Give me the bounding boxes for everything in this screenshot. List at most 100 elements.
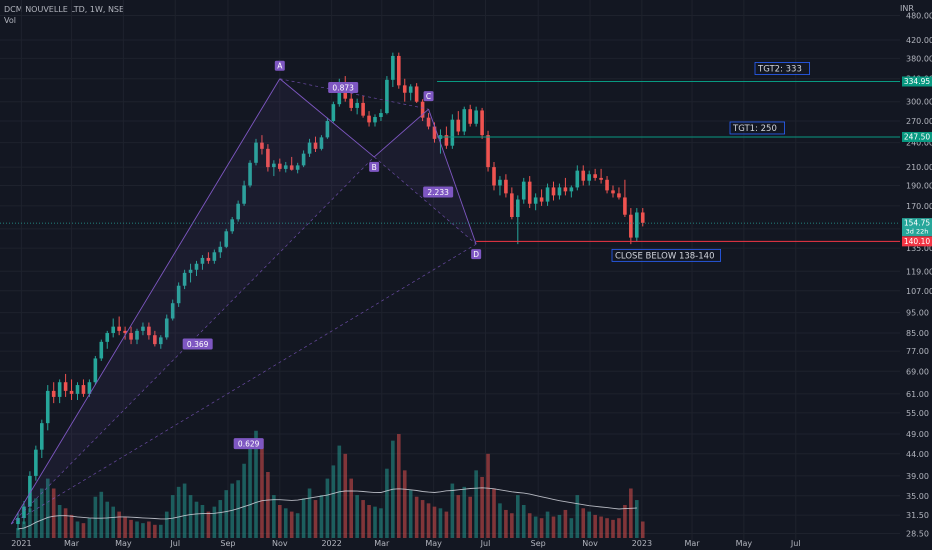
candle-body xyxy=(212,252,217,261)
candle-body xyxy=(611,190,615,194)
volume-bar xyxy=(373,506,377,538)
candle-body xyxy=(40,423,44,450)
volume-bar xyxy=(408,490,413,538)
volume-bar xyxy=(93,496,98,538)
chart-header: DCM NOUVELLE LTD, 1W, NSE Vol xyxy=(4,4,124,26)
x-tick-label: Nov xyxy=(272,539,288,548)
candle-body xyxy=(135,330,139,340)
volume-bar xyxy=(462,486,467,538)
volume-bar xyxy=(153,524,157,538)
candle-body xyxy=(581,170,586,181)
y-tick-label: 380.00 xyxy=(906,54,932,63)
candle-body xyxy=(527,181,532,204)
candle-body xyxy=(206,257,211,261)
candle-body xyxy=(194,263,199,270)
candle-body xyxy=(45,390,50,424)
candle-body xyxy=(117,326,121,331)
volume-bar xyxy=(75,521,80,538)
candle-body xyxy=(236,203,240,220)
candle-body xyxy=(349,98,353,108)
pattern-diagonal xyxy=(279,78,429,110)
candle-body xyxy=(408,86,413,93)
candle-body xyxy=(301,153,306,166)
currency-label: INR xyxy=(900,4,914,13)
volume-bar xyxy=(474,470,478,538)
volume-bar xyxy=(45,478,50,538)
volume-bar xyxy=(129,519,133,538)
y-tick-label: 39.00 xyxy=(906,472,929,481)
candle-body xyxy=(486,135,490,168)
candle-body xyxy=(474,110,478,124)
volume-bar xyxy=(230,483,234,538)
volume-bar xyxy=(218,500,223,538)
volume-bar xyxy=(99,491,104,538)
volume-bar xyxy=(22,521,26,538)
price-badge-countdown: 3d 22h xyxy=(906,228,929,236)
grid xyxy=(0,0,900,540)
volume-bar xyxy=(147,521,151,538)
x-tick-label: Mar xyxy=(64,539,80,548)
candle-body xyxy=(69,390,74,394)
candle-body xyxy=(170,303,175,319)
candle-body xyxy=(105,333,110,342)
y-tick-label: 240.00 xyxy=(906,139,932,148)
volume-bar xyxy=(111,506,115,538)
y-tick-label: 300.00 xyxy=(906,98,932,107)
volume-bar xyxy=(254,430,258,538)
y-tick-label: 35.00 xyxy=(906,492,929,501)
candle-body xyxy=(510,193,514,217)
volume-bar xyxy=(63,508,68,538)
volume-bar xyxy=(135,521,139,538)
candle-body xyxy=(57,382,62,397)
candle-body xyxy=(391,55,395,80)
candle-body xyxy=(289,165,294,170)
volume-bar xyxy=(266,472,270,538)
y-tick-label: 210.00 xyxy=(906,163,932,172)
volume-bar xyxy=(480,476,484,538)
x-tick-label: Jul xyxy=(169,539,180,548)
volume-bar xyxy=(432,506,437,538)
candle-body xyxy=(254,142,258,163)
candle-body xyxy=(272,163,276,168)
x-tick-label: Sep xyxy=(220,539,235,548)
volume-bar xyxy=(438,508,443,538)
y-tick-label: 190.00 xyxy=(906,181,932,190)
candle-body xyxy=(629,214,633,238)
y-tick-label: 170.00 xyxy=(906,202,932,211)
candle-body xyxy=(164,318,169,338)
volume-bar xyxy=(51,488,56,538)
stop-label: CLOSE BELOW 138-140 xyxy=(615,251,714,261)
volume-bar xyxy=(533,516,538,538)
volume-bar xyxy=(527,513,532,538)
x-tick-label: 2021 xyxy=(11,539,31,548)
candle-body xyxy=(182,272,187,286)
volume-bar xyxy=(521,505,526,538)
volume-bar xyxy=(242,463,246,538)
volume-bar xyxy=(379,508,383,538)
candle-body xyxy=(450,119,455,146)
candle-body xyxy=(432,126,437,139)
volume-bar xyxy=(212,506,217,538)
candle-body xyxy=(266,148,270,168)
volume-bar xyxy=(617,518,621,538)
candle-body xyxy=(426,117,431,127)
candle-body xyxy=(533,197,538,204)
candle-body xyxy=(468,109,472,124)
price-badge xyxy=(902,131,932,142)
volume-bar xyxy=(456,495,461,538)
candle-body xyxy=(325,121,330,138)
candle-body xyxy=(355,102,359,108)
volume-bar xyxy=(611,519,615,538)
volume-bar xyxy=(69,514,74,538)
candle-body xyxy=(480,110,484,136)
pattern-leg xyxy=(373,108,429,158)
volume-bar xyxy=(295,513,300,538)
candle-body xyxy=(367,115,371,123)
pattern-diagonal xyxy=(373,156,477,245)
candle-body xyxy=(623,197,627,215)
candle-body xyxy=(218,246,223,253)
candle-body xyxy=(28,475,32,507)
candle-body xyxy=(337,83,342,105)
